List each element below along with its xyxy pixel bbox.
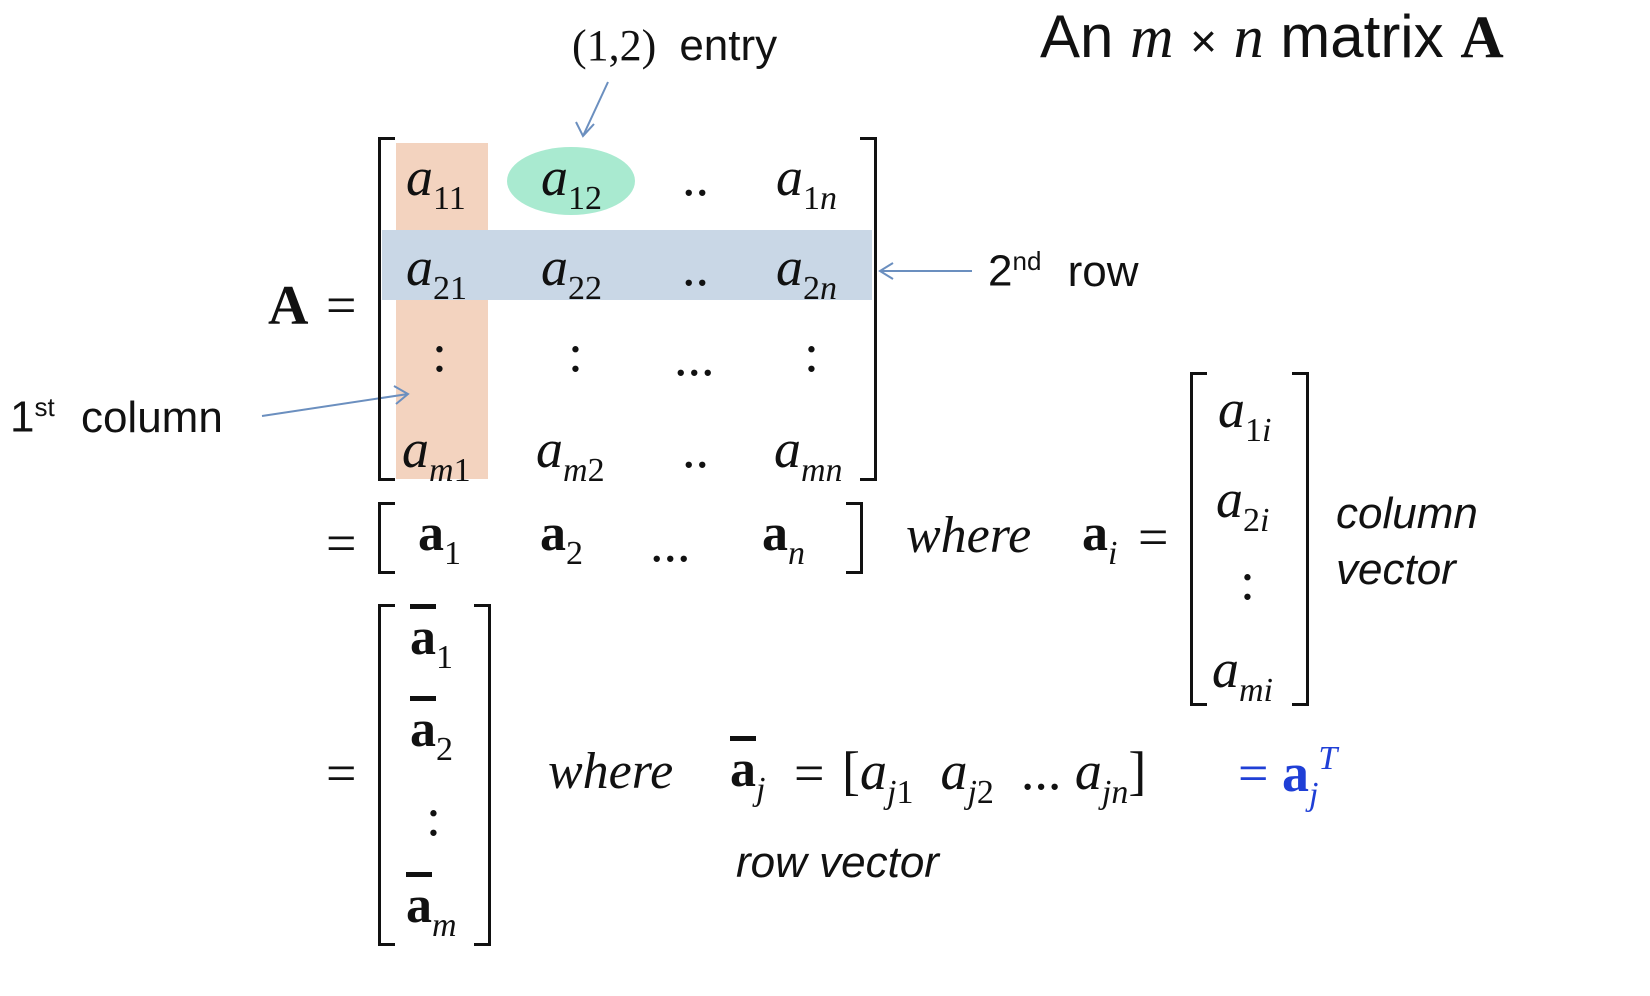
coln-vdots: : <box>804 323 820 383</box>
title-m: m <box>1130 4 1174 70</box>
column-vector-word2: vector <box>1336 545 1456 594</box>
entry-label-word: entry <box>679 21 778 70</box>
entry-am2: am2 <box>536 419 605 489</box>
column-vector-label: column vector <box>1336 486 1478 598</box>
equals-1: = <box>326 275 357 335</box>
entry-a1i: a1i <box>1218 379 1272 449</box>
entry-am1: am1 <box>402 419 471 489</box>
entry-a22: a22 <box>541 237 602 307</box>
rowvec-expansion: [aj1 aj2 ... ajn] <box>842 741 1147 811</box>
title-n: n <box>1233 4 1264 70</box>
entry-label: (1,2) entry <box>572 20 777 71</box>
row-label-sup: nd <box>1012 246 1042 276</box>
col-ai: ai <box>1082 505 1118 572</box>
entry-a21: a21 <box>406 237 467 307</box>
rowvec-bracket-right <box>474 604 491 946</box>
row-abarm: am <box>406 877 457 944</box>
title-A: A <box>1460 4 1504 70</box>
equals-4: = <box>326 743 357 803</box>
title-prefix: An <box>1040 3 1114 70</box>
col2-vdots: : <box>568 323 584 383</box>
row-label-num: 2 <box>988 246 1013 296</box>
equals-3: = <box>1138 507 1169 567</box>
entry-a2i: a2i <box>1216 469 1270 539</box>
col1-vdots: : <box>432 323 448 383</box>
lhs-A: A <box>268 275 309 337</box>
row-abar1: a1 <box>410 609 453 676</box>
col-an: an <box>762 505 805 572</box>
transpose-expr: = ajT <box>1238 740 1338 813</box>
equals-5: = <box>794 743 825 803</box>
column-label: 1st column <box>10 392 223 443</box>
row-highlight <box>382 230 872 300</box>
entry-a1n: a1n <box>776 147 837 217</box>
col-a1: a1 <box>418 505 461 572</box>
row-vector-label: row vector <box>736 838 939 887</box>
row-label: 2nd row <box>988 246 1139 297</box>
rowm-dots: .. <box>682 419 709 479</box>
entry-amn: amn <box>774 419 843 489</box>
where-1: where <box>906 507 1032 564</box>
row-abarj: aj <box>730 741 766 808</box>
col-a2: a2 <box>540 505 583 572</box>
ai-bracket-right <box>1292 372 1309 706</box>
colvec-row-bracket-left <box>378 502 395 574</box>
entry-a2n: a2n <box>776 237 837 307</box>
column-vector-word1: column <box>1336 489 1478 538</box>
equals-2: = <box>326 513 357 573</box>
column-label-sup: st <box>34 392 55 422</box>
entry-highlight <box>507 147 635 215</box>
where-2: where <box>548 743 674 800</box>
column-highlight <box>396 143 488 479</box>
column-label-word: column <box>80 392 223 442</box>
title-times: × <box>1190 15 1217 67</box>
column-label-num: 1 <box>10 392 35 442</box>
entry-ami: ami <box>1212 639 1273 709</box>
row2-dots: .. <box>682 237 709 297</box>
row-abar2: a2 <box>410 701 453 768</box>
entry-a11: a11 <box>406 147 466 217</box>
entry-label-pos: (1,2) <box>572 21 657 70</box>
row1-dots: .. <box>682 147 709 207</box>
colvec-dots: ... <box>650 513 691 573</box>
rowvec-vdots: : <box>426 787 442 847</box>
row-label-word: row <box>1067 246 1139 296</box>
ai-vdots: : <box>1240 551 1256 611</box>
diag-dots: ... <box>674 327 715 387</box>
ai-bracket-left <box>1190 372 1207 706</box>
slide-title: An m × n matrix A <box>1040 2 1504 72</box>
matrix-bracket-right <box>860 137 877 481</box>
matrix-bracket-left <box>378 137 395 481</box>
title-word: matrix <box>1280 3 1444 70</box>
rowvec-bracket-left <box>378 604 395 946</box>
entry-a12: a12 <box>541 147 602 217</box>
colvec-row-bracket-right <box>846 502 863 574</box>
